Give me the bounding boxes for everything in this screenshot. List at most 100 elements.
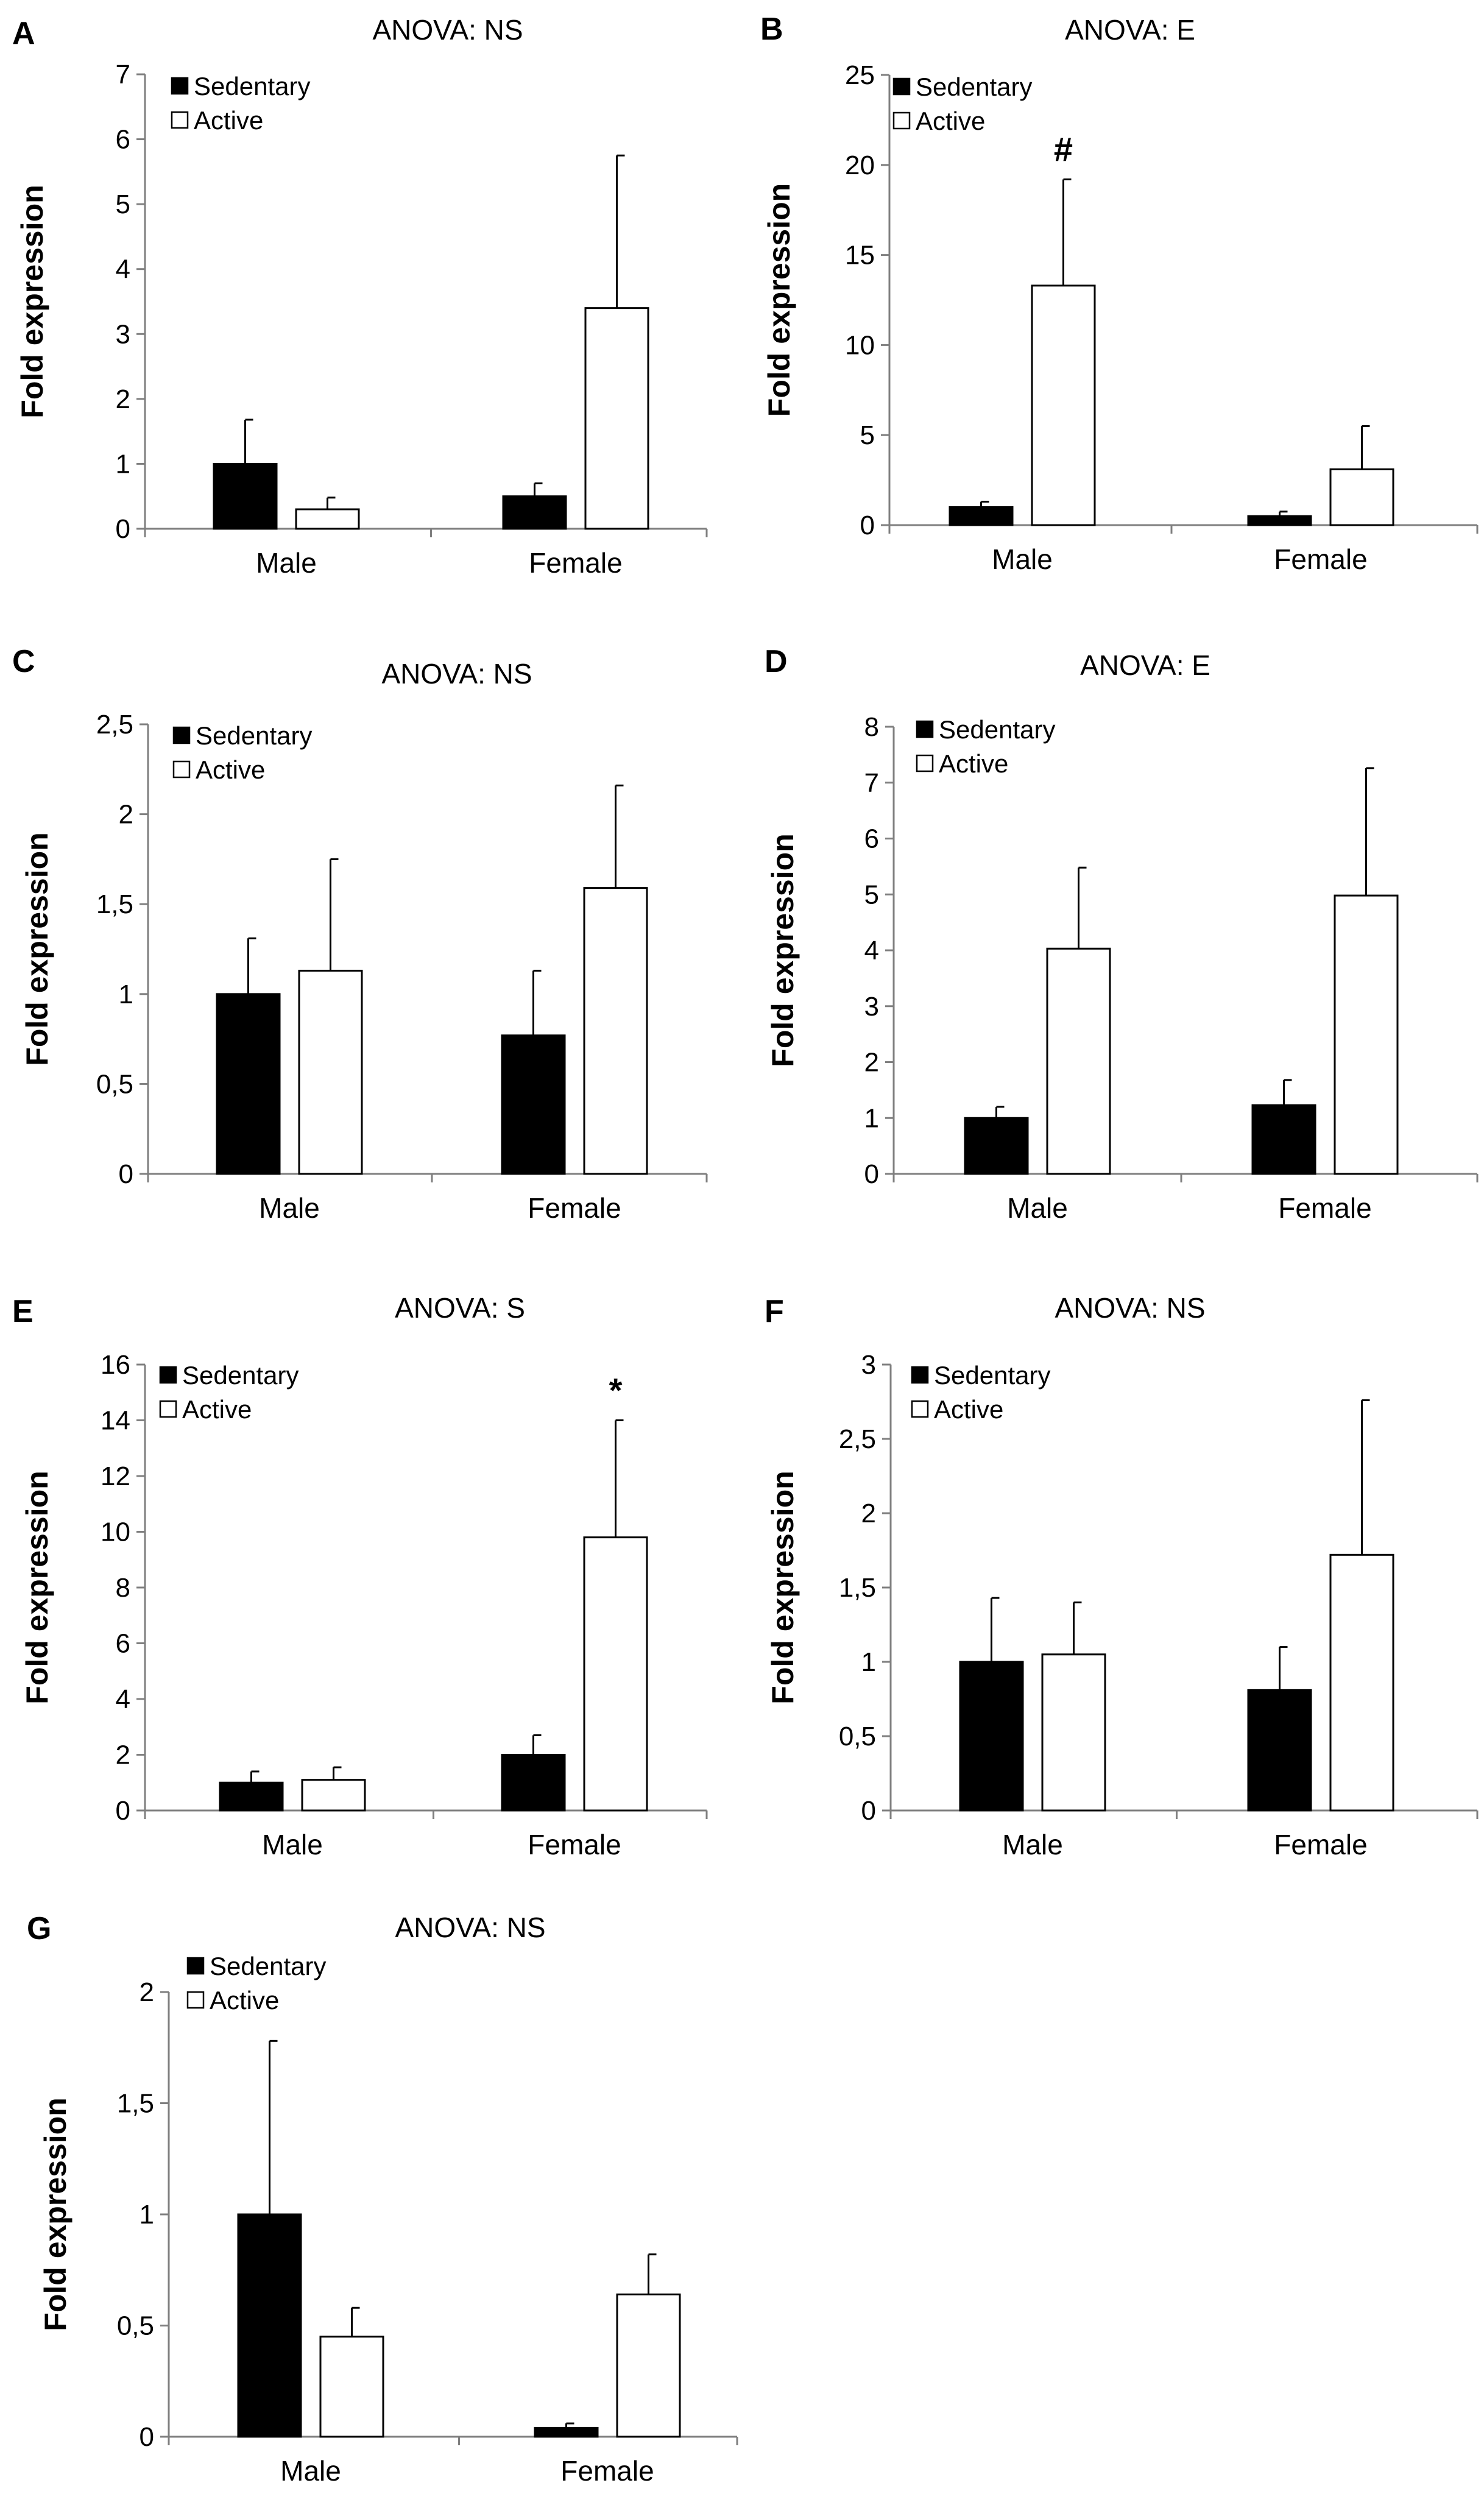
y-tick-label: 4 bbox=[864, 936, 879, 966]
bar-active bbox=[1031, 284, 1096, 526]
bar-active bbox=[1329, 468, 1394, 526]
legend-swatch-sedentary bbox=[172, 726, 191, 744]
legend-swatch-active bbox=[159, 1400, 177, 1418]
significance-annotation: # bbox=[1054, 130, 1073, 168]
bar-active bbox=[295, 508, 360, 530]
y-tick-label: 0 bbox=[860, 510, 875, 540]
legend-label: Active bbox=[934, 1395, 1003, 1424]
bar-sedentary bbox=[1247, 1689, 1312, 1812]
panel-title: ANOVA: NS bbox=[395, 1912, 545, 1943]
y-axis-label: Fold expression bbox=[15, 185, 49, 418]
y-tick-label: 1,5 bbox=[117, 2089, 154, 2119]
x-category-label: Male bbox=[262, 1829, 323, 1860]
legend-label: Active bbox=[939, 749, 1008, 778]
bar-sedentary bbox=[216, 993, 281, 1175]
y-tick-label: 10 bbox=[101, 1517, 130, 1547]
legend-swatch-sedentary bbox=[171, 77, 189, 95]
legend-swatch-active bbox=[172, 760, 191, 779]
y-tick-label: 20 bbox=[845, 150, 875, 180]
panel-e: E ANOVA: S Fold expression 0 2 4 6 8 10 12 14 16 Mal… bbox=[12, 1292, 708, 1860]
legend-label: Sedentary bbox=[194, 72, 310, 101]
bar-sedentary bbox=[501, 1754, 566, 1812]
panel-letter: B bbox=[760, 12, 783, 47]
panel-d: D ANOVA: E Fold expression 0 1 2 3 4 5 6 7 8 Male Fem… bbox=[765, 644, 1479, 1224]
panel-letter: G bbox=[27, 1911, 51, 1946]
legend-label: Sedentary bbox=[196, 721, 312, 750]
x-category-label: Male bbox=[1002, 1829, 1063, 1860]
y-tick-label: 6 bbox=[116, 125, 130, 155]
x-category-label: Female bbox=[1274, 1829, 1367, 1860]
y-tick-label: 14 bbox=[101, 1406, 130, 1436]
legend-swatch-sedentary bbox=[916, 720, 934, 738]
y-tick-label: 2 bbox=[861, 1499, 876, 1528]
legend-label: Active bbox=[196, 755, 265, 784]
bar-sedentary bbox=[949, 506, 1014, 526]
legend-swatch-active bbox=[171, 111, 189, 129]
y-tick-label: 1,5 bbox=[839, 1573, 876, 1603]
panel-letter: A bbox=[12, 16, 35, 51]
x-category-label: Male bbox=[280, 2455, 341, 2487]
y-tick-label: 8 bbox=[116, 1573, 130, 1603]
bar-sedentary bbox=[1251, 1104, 1316, 1175]
bar-active bbox=[616, 2293, 681, 2438]
x-category-label: Female bbox=[560, 2455, 654, 2487]
legend-label: Active bbox=[194, 106, 263, 135]
legend-label: Sedentary bbox=[182, 1361, 299, 1390]
bar-active bbox=[583, 887, 648, 1175]
bar-active bbox=[584, 307, 649, 530]
y-tick-label: 16 bbox=[101, 1350, 130, 1380]
x-category-label: Male bbox=[992, 543, 1053, 575]
y-tick-label: 0 bbox=[861, 1796, 876, 1826]
y-tick-label: 2 bbox=[116, 384, 130, 414]
legend-label: Active bbox=[182, 1395, 252, 1424]
bar-sedentary bbox=[237, 2213, 302, 2438]
legend-swatch-sedentary bbox=[159, 1366, 177, 1384]
significance-annotation: * bbox=[609, 1371, 623, 1410]
y-axis-label: Fold expression bbox=[762, 183, 796, 417]
legend-swatch-active bbox=[186, 1991, 205, 2009]
y-tick-label: 7 bbox=[116, 60, 130, 90]
bar-sedentary bbox=[213, 462, 278, 530]
y-axis-label: Fold expression bbox=[766, 1471, 800, 1704]
panel-letter: F bbox=[765, 1294, 784, 1329]
legend-swatch-sedentary bbox=[911, 1366, 929, 1384]
panel-title: ANOVA: NS bbox=[1055, 1292, 1205, 1324]
y-tick-label: 10 bbox=[845, 330, 875, 360]
panel-title: ANOVA: NS bbox=[372, 14, 523, 46]
bar-active bbox=[319, 2336, 384, 2438]
x-category-label: Female bbox=[1274, 543, 1367, 575]
bar-active bbox=[298, 969, 363, 1175]
panel-title: ANOVA: S bbox=[395, 1292, 525, 1324]
y-tick-label: 0 bbox=[119, 1159, 133, 1189]
y-tick-label: 2 bbox=[116, 1740, 130, 1770]
panel-f: F ANOVA: NS Fold expression 0 0,5 1 1,5 2 2,5 3 Ma… bbox=[765, 1292, 1479, 1860]
bar-sedentary bbox=[964, 1117, 1029, 1175]
y-axis-label: Fold expression bbox=[38, 2097, 72, 2331]
x-category-label: Female bbox=[528, 1829, 621, 1860]
y-tick-label: 25 bbox=[845, 60, 875, 90]
y-tick-label: 1 bbox=[119, 980, 133, 1009]
y-tick-label: 4 bbox=[116, 255, 130, 284]
y-tick-label: 5 bbox=[860, 420, 875, 450]
legend-label: Sedentary bbox=[210, 1952, 326, 1980]
bar-active bbox=[1329, 1553, 1394, 1812]
legend-swatch-active bbox=[892, 111, 911, 130]
y-tick-label: 1 bbox=[864, 1103, 879, 1133]
y-axis-label: Fold expression bbox=[766, 833, 800, 1067]
y-tick-label: 2,5 bbox=[839, 1424, 876, 1454]
bar-active bbox=[1041, 1653, 1106, 1812]
legend-swatch-sedentary bbox=[892, 77, 911, 96]
panel-letter: C bbox=[12, 644, 35, 679]
panel-b: B ANOVA: E Fold expression 0 5 10 15 20 25 Male Fe… bbox=[760, 12, 1479, 575]
bar-sedentary bbox=[219, 1781, 284, 1812]
y-tick-label: 0 bbox=[116, 1796, 130, 1826]
y-tick-label: 1,5 bbox=[96, 889, 133, 919]
y-tick-label: 7 bbox=[864, 768, 879, 798]
y-tick-label: 0,5 bbox=[117, 2311, 154, 2341]
y-tick-label: 0 bbox=[864, 1159, 879, 1189]
y-tick-label: 1 bbox=[140, 2200, 154, 2230]
x-category-label: Female bbox=[529, 547, 622, 579]
legend-swatch-active bbox=[911, 1400, 929, 1418]
y-tick-label: 12 bbox=[101, 1461, 130, 1491]
